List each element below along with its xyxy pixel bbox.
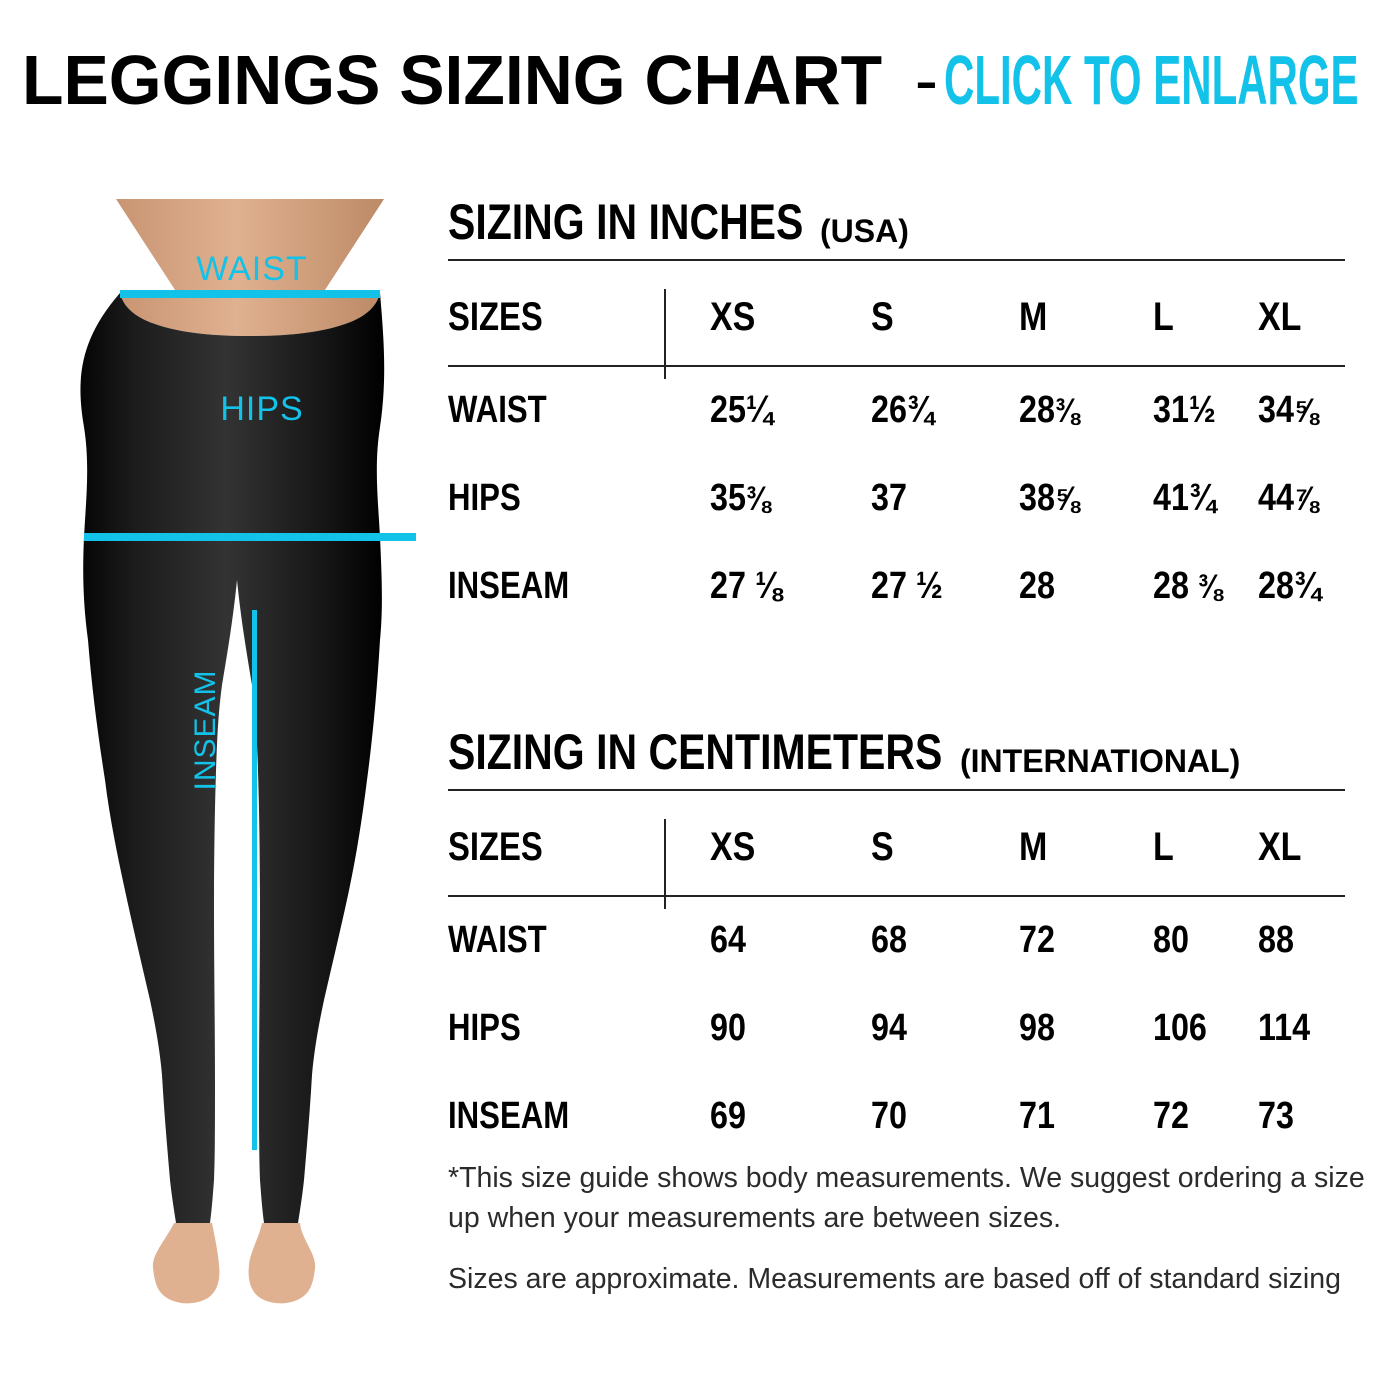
svg-text:WAIST: WAIST (196, 250, 307, 288)
svg-text:INSEAM: INSEAM (189, 669, 222, 790)
svg-text:HIPS: HIPS (220, 390, 303, 428)
